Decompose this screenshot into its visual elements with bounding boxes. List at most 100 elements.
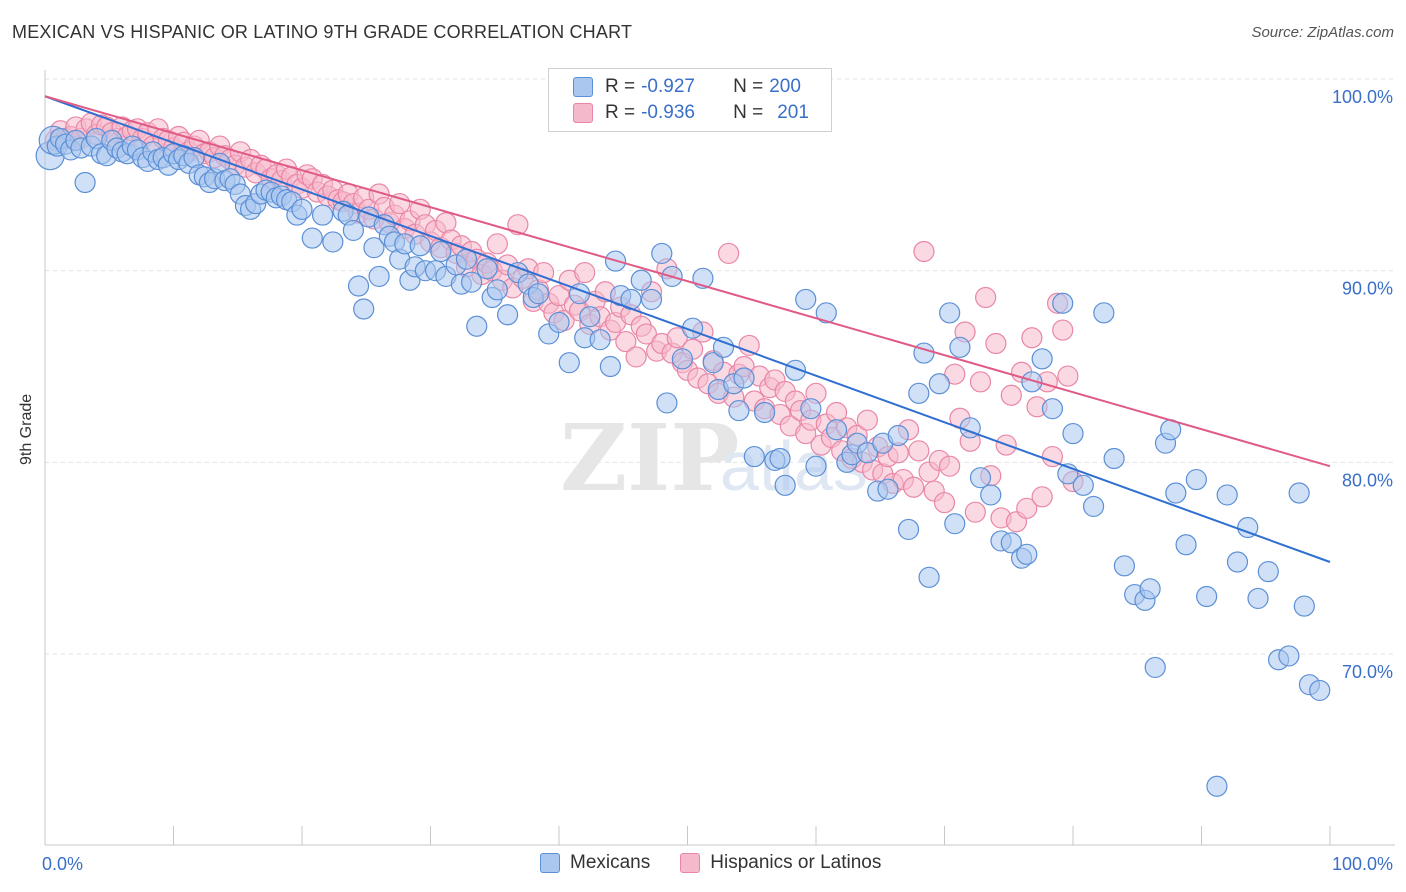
data-point-hispanics <box>1057 365 1079 387</box>
data-point-mexicans <box>1216 484 1238 506</box>
data-point-mexicans <box>856 442 879 464</box>
legend-r-label: R = <box>605 102 636 123</box>
legend-r-value: -0.927 <box>641 76 695 97</box>
data-point-hispanics <box>389 192 411 215</box>
legend-item-mexicans[interactable]: Mexicans <box>540 852 650 874</box>
data-point-mexicans <box>1031 348 1053 370</box>
data-point-mexicans <box>476 258 498 280</box>
data-point-mexicans <box>825 419 848 441</box>
data-point-mexicans <box>1062 422 1084 445</box>
source-label: Source: ZipAtlas.com <box>1251 24 1394 41</box>
axes <box>44 70 1395 846</box>
legend-label-hispanics: Hispanics or Latinos <box>710 852 882 873</box>
legend-swatch-blue <box>540 853 560 873</box>
data-point-mexicans <box>702 352 724 374</box>
data-point-hispanics <box>856 409 879 431</box>
data-point-mexicans <box>1041 398 1064 420</box>
stats-legend: R = -0.927 N = 200 R = -0.936 N = 201 <box>548 68 832 132</box>
data-point-hispanics <box>1041 445 1064 468</box>
data-point-hispanics <box>625 346 647 368</box>
data-point-mexicans <box>301 227 323 249</box>
data-point-hispanics <box>969 371 992 393</box>
data-point-mexicans <box>347 275 370 297</box>
data-point-hispanics <box>913 240 935 263</box>
data-point-hispanics <box>903 476 925 498</box>
data-point-mexicans <box>342 219 364 242</box>
data-point-mexicans <box>527 283 550 305</box>
data-point-mexicans <box>486 279 508 301</box>
data-point-mexicans <box>1072 474 1094 496</box>
data-point-mexicans <box>800 398 822 420</box>
data-point-mexicans <box>1309 679 1331 702</box>
x-tick-label: 0.0% <box>42 854 83 874</box>
data-point-mexicans <box>877 478 899 500</box>
data-point-mexicans <box>928 373 950 395</box>
legend-n-label: N = <box>733 76 764 97</box>
data-point-mexicans <box>1082 495 1105 518</box>
legend-n-value: 201 <box>777 102 809 123</box>
legend-n-value: 200 <box>769 76 801 97</box>
data-point-mexicans <box>1103 447 1125 470</box>
data-point-hispanics <box>1016 497 1038 519</box>
data-point-hispanics <box>964 501 986 523</box>
data-point-mexicans <box>363 237 385 259</box>
data-point-mexicans <box>897 518 920 541</box>
data-point-hispanics <box>1031 486 1053 508</box>
y-axis-label: 9th Grade <box>18 393 35 465</box>
data-point-mexicans <box>1288 482 1310 504</box>
data-point-mexicans <box>728 399 750 422</box>
data-point-mexicans <box>1000 532 1022 554</box>
data-point-mexicans <box>712 336 735 358</box>
data-point-mexicans <box>769 447 791 470</box>
data-point-mexicans <box>1016 543 1038 565</box>
data-point-hispanics <box>718 242 740 265</box>
data-point-hispanics <box>507 214 529 236</box>
legend-r-value: -0.936 <box>641 102 695 123</box>
data-point-mexicans <box>913 342 935 364</box>
data-point-hispanics <box>975 286 997 309</box>
data-point-mexicans <box>1165 482 1187 504</box>
series-mexicans-points <box>35 125 1331 797</box>
trend-lines <box>44 95 1331 563</box>
data-point-mexicans <box>733 367 755 389</box>
data-point-mexicans <box>805 455 827 477</box>
data-point-mexicans <box>795 288 817 311</box>
data-point-mexicans <box>579 306 601 328</box>
tick-labels: 70.0% 80.0% 90.0% 100.0% 0.0% 100.0% <box>42 87 1393 874</box>
data-point-mexicans <box>784 359 807 381</box>
data-point-mexicans <box>815 302 837 324</box>
data-point-mexicans <box>1237 516 1259 539</box>
data-point-mexicans <box>980 484 1002 506</box>
data-point-hispanics <box>933 491 956 514</box>
data-point-mexicans <box>908 382 930 404</box>
data-point-mexicans <box>1093 302 1115 324</box>
y-tick-label: 90.0% <box>1342 279 1393 299</box>
data-point-mexicans <box>1052 292 1074 314</box>
data-point-hispanics <box>1021 327 1043 349</box>
data-point-mexicans <box>1021 371 1043 393</box>
data-point-mexicans <box>949 336 971 358</box>
y-tick-label: 70.0% <box>1342 662 1393 682</box>
data-point-mexicans <box>1247 587 1269 610</box>
data-point-mexicans <box>1278 645 1300 667</box>
legend-swatch-pink <box>573 103 593 123</box>
data-point-mexicans <box>430 240 452 263</box>
data-point-mexicans <box>548 311 570 334</box>
data-point-mexicans <box>640 288 663 311</box>
data-point-mexicans <box>466 315 488 337</box>
data-point-hispanics <box>635 323 657 345</box>
data-point-mexicans <box>656 392 678 414</box>
trend-line-mexicans <box>44 95 1331 563</box>
data-point-mexicans <box>599 355 622 378</box>
data-point-mexicans <box>1206 775 1228 797</box>
data-point-mexicans <box>774 474 796 496</box>
data-point-mexicans <box>918 566 940 588</box>
data-point-mexicans <box>322 231 344 253</box>
data-point-hispanics <box>486 233 508 255</box>
legend-item-hispanics[interactable]: Hispanics or Latinos <box>680 852 881 874</box>
data-point-hispanics <box>615 330 637 353</box>
data-point-mexicans <box>887 424 909 447</box>
data-point-mexicans <box>1226 551 1249 573</box>
legend-row-mexicans: R = -0.927 N = 200 <box>573 75 801 99</box>
